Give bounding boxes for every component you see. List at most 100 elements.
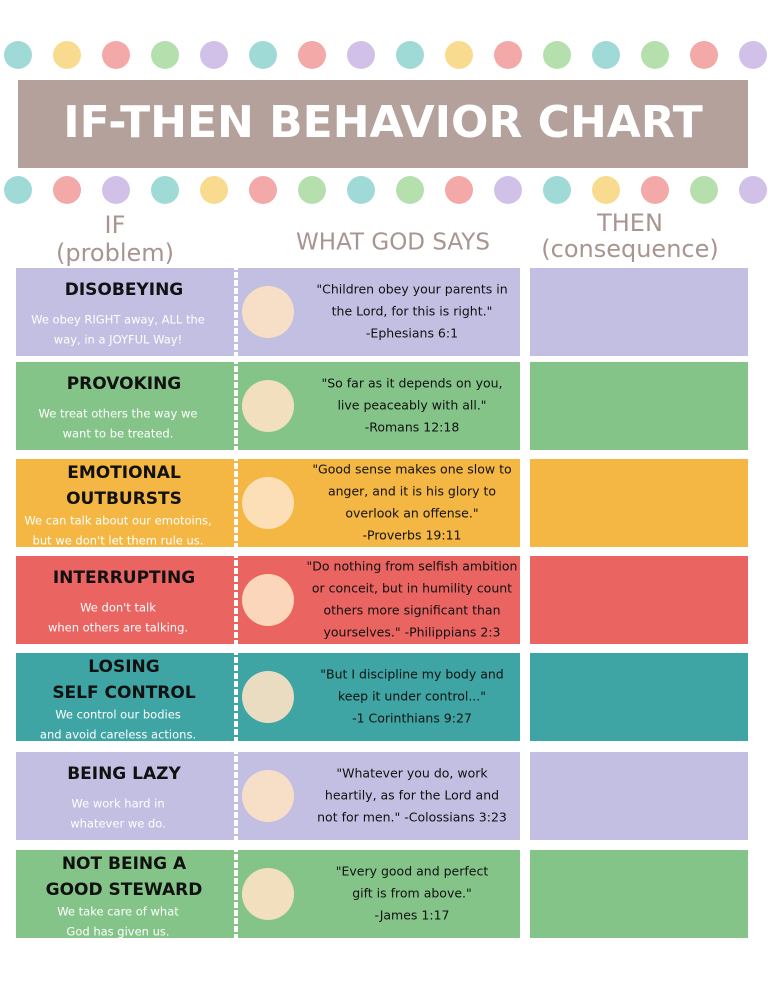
- problem: DISOBEYING: [65, 280, 184, 300]
- description: and avoid careless actions.: [40, 728, 196, 742]
- row-then: [530, 459, 748, 547]
- decor-dot: [494, 41, 522, 69]
- row-then: [530, 556, 748, 644]
- verse: the Lord, for this is right.": [332, 304, 493, 319]
- decor-dot: [494, 176, 522, 204]
- verse: -Proverbs 19:11: [362, 528, 461, 543]
- illustration: [242, 868, 294, 920]
- problem: OUTBURSTS: [66, 489, 182, 509]
- description: way, in a JOYFUL Way!: [54, 333, 182, 347]
- decor-dot: [641, 41, 669, 69]
- illustration: [242, 477, 294, 529]
- problem: SELF CONTROL: [52, 683, 196, 703]
- column-header: IF: [105, 211, 126, 239]
- decor-dot: [102, 41, 130, 69]
- row-then: [530, 752, 748, 840]
- verse: "Good sense makes one slow to: [312, 462, 511, 477]
- verse: others more significant than: [323, 603, 500, 618]
- decor-dot: [543, 41, 571, 69]
- verse: keep it under control...": [338, 689, 486, 704]
- decor-dot: [690, 41, 718, 69]
- column-header: WHAT GOD SAYS: [296, 230, 490, 256]
- decor-dot: [53, 176, 81, 204]
- illustration: [242, 380, 294, 432]
- description: We control our bodies: [55, 708, 181, 722]
- title: IF-THEN BEHAVIOR CHART: [63, 97, 703, 148]
- decor-dot: [396, 176, 424, 204]
- problem: INTERRUPTING: [53, 568, 195, 588]
- decor-dot: [249, 41, 277, 69]
- description: want to be treated.: [63, 427, 174, 441]
- decor-dot: [347, 176, 375, 204]
- description: when others are talking.: [48, 621, 188, 635]
- decor-dot: [445, 176, 473, 204]
- problem: PROVOKING: [67, 374, 182, 394]
- decor-dot: [298, 41, 326, 69]
- decor-dot: [445, 41, 473, 69]
- problem: EMOTIONAL: [67, 463, 181, 483]
- verse: "Children obey your parents in: [316, 282, 507, 297]
- column-header: THEN: [596, 209, 663, 237]
- verse: -Ephesians 6:1: [366, 326, 458, 341]
- problem: GOOD STEWARD: [46, 880, 203, 900]
- verse: "Whatever you do, work: [336, 766, 488, 781]
- decor-dot: [592, 41, 620, 69]
- decor-dot: [641, 176, 669, 204]
- verse: or conceit, but in humility count: [312, 581, 512, 596]
- title-banner: [18, 80, 748, 168]
- verse: not for men." -Colossians 3:23: [317, 810, 507, 825]
- row-then: [530, 268, 748, 356]
- decor-dot: [690, 176, 718, 204]
- decor-dot: [249, 176, 277, 204]
- problem: NOT BEING A: [62, 854, 187, 874]
- verse: "So far as it depends on you,: [321, 376, 502, 391]
- description: We treat others the way we: [39, 407, 198, 421]
- row-then: [530, 362, 748, 450]
- verse: overlook an offense.": [345, 506, 478, 521]
- description: but we don't let them rule us.: [33, 534, 204, 548]
- row-then: [530, 653, 748, 741]
- decor-dot: [298, 176, 326, 204]
- decor-dot: [151, 176, 179, 204]
- illustration: [242, 671, 294, 723]
- verse: anger, and it is his glory to: [328, 484, 496, 499]
- decor-dot: [396, 41, 424, 69]
- row-then: [530, 850, 748, 938]
- column-header: (problem): [56, 239, 174, 267]
- decor-dot: [347, 41, 375, 69]
- verse: -James 1:17: [375, 908, 450, 923]
- verse: "Every good and perfect: [336, 864, 489, 879]
- decor-dot: [739, 41, 767, 69]
- verse: -Romans 12:18: [365, 420, 460, 435]
- decor-dot: [592, 176, 620, 204]
- decor-dot: [200, 41, 228, 69]
- description: We don't talk: [80, 601, 156, 615]
- illustration: [242, 286, 294, 338]
- decor-dot: [543, 176, 571, 204]
- verse: yourselves." -Philippians 2:3: [324, 625, 501, 640]
- verse: live peaceably with all.": [337, 398, 486, 413]
- decor-dot: [4, 176, 32, 204]
- verse: gift is from above.": [352, 886, 472, 901]
- description: We obey RIGHT away, ALL the: [31, 313, 205, 327]
- decor-dot: [200, 176, 228, 204]
- description: whatever we do.: [70, 817, 166, 831]
- decor-dot: [102, 176, 130, 204]
- description: We work hard in: [71, 797, 164, 811]
- verse: "Do nothing from selfish ambition: [307, 559, 518, 574]
- illustration: [242, 574, 294, 626]
- description: We can talk about our emotoins,: [24, 514, 211, 528]
- column-header: (consequence): [541, 235, 718, 263]
- verse: -1 Corinthians 9:27: [352, 711, 472, 726]
- decor-dot: [739, 176, 767, 204]
- verse: heartily, as for the Lord and: [325, 788, 499, 803]
- verse: "But I discipline my body and: [320, 667, 503, 682]
- problem: BEING LAZY: [67, 764, 181, 784]
- decor-dot: [4, 41, 32, 69]
- decor-dot: [53, 41, 81, 69]
- problem: LOSING: [88, 657, 159, 677]
- decor-dot: [151, 41, 179, 69]
- description: We take care of what: [57, 905, 179, 919]
